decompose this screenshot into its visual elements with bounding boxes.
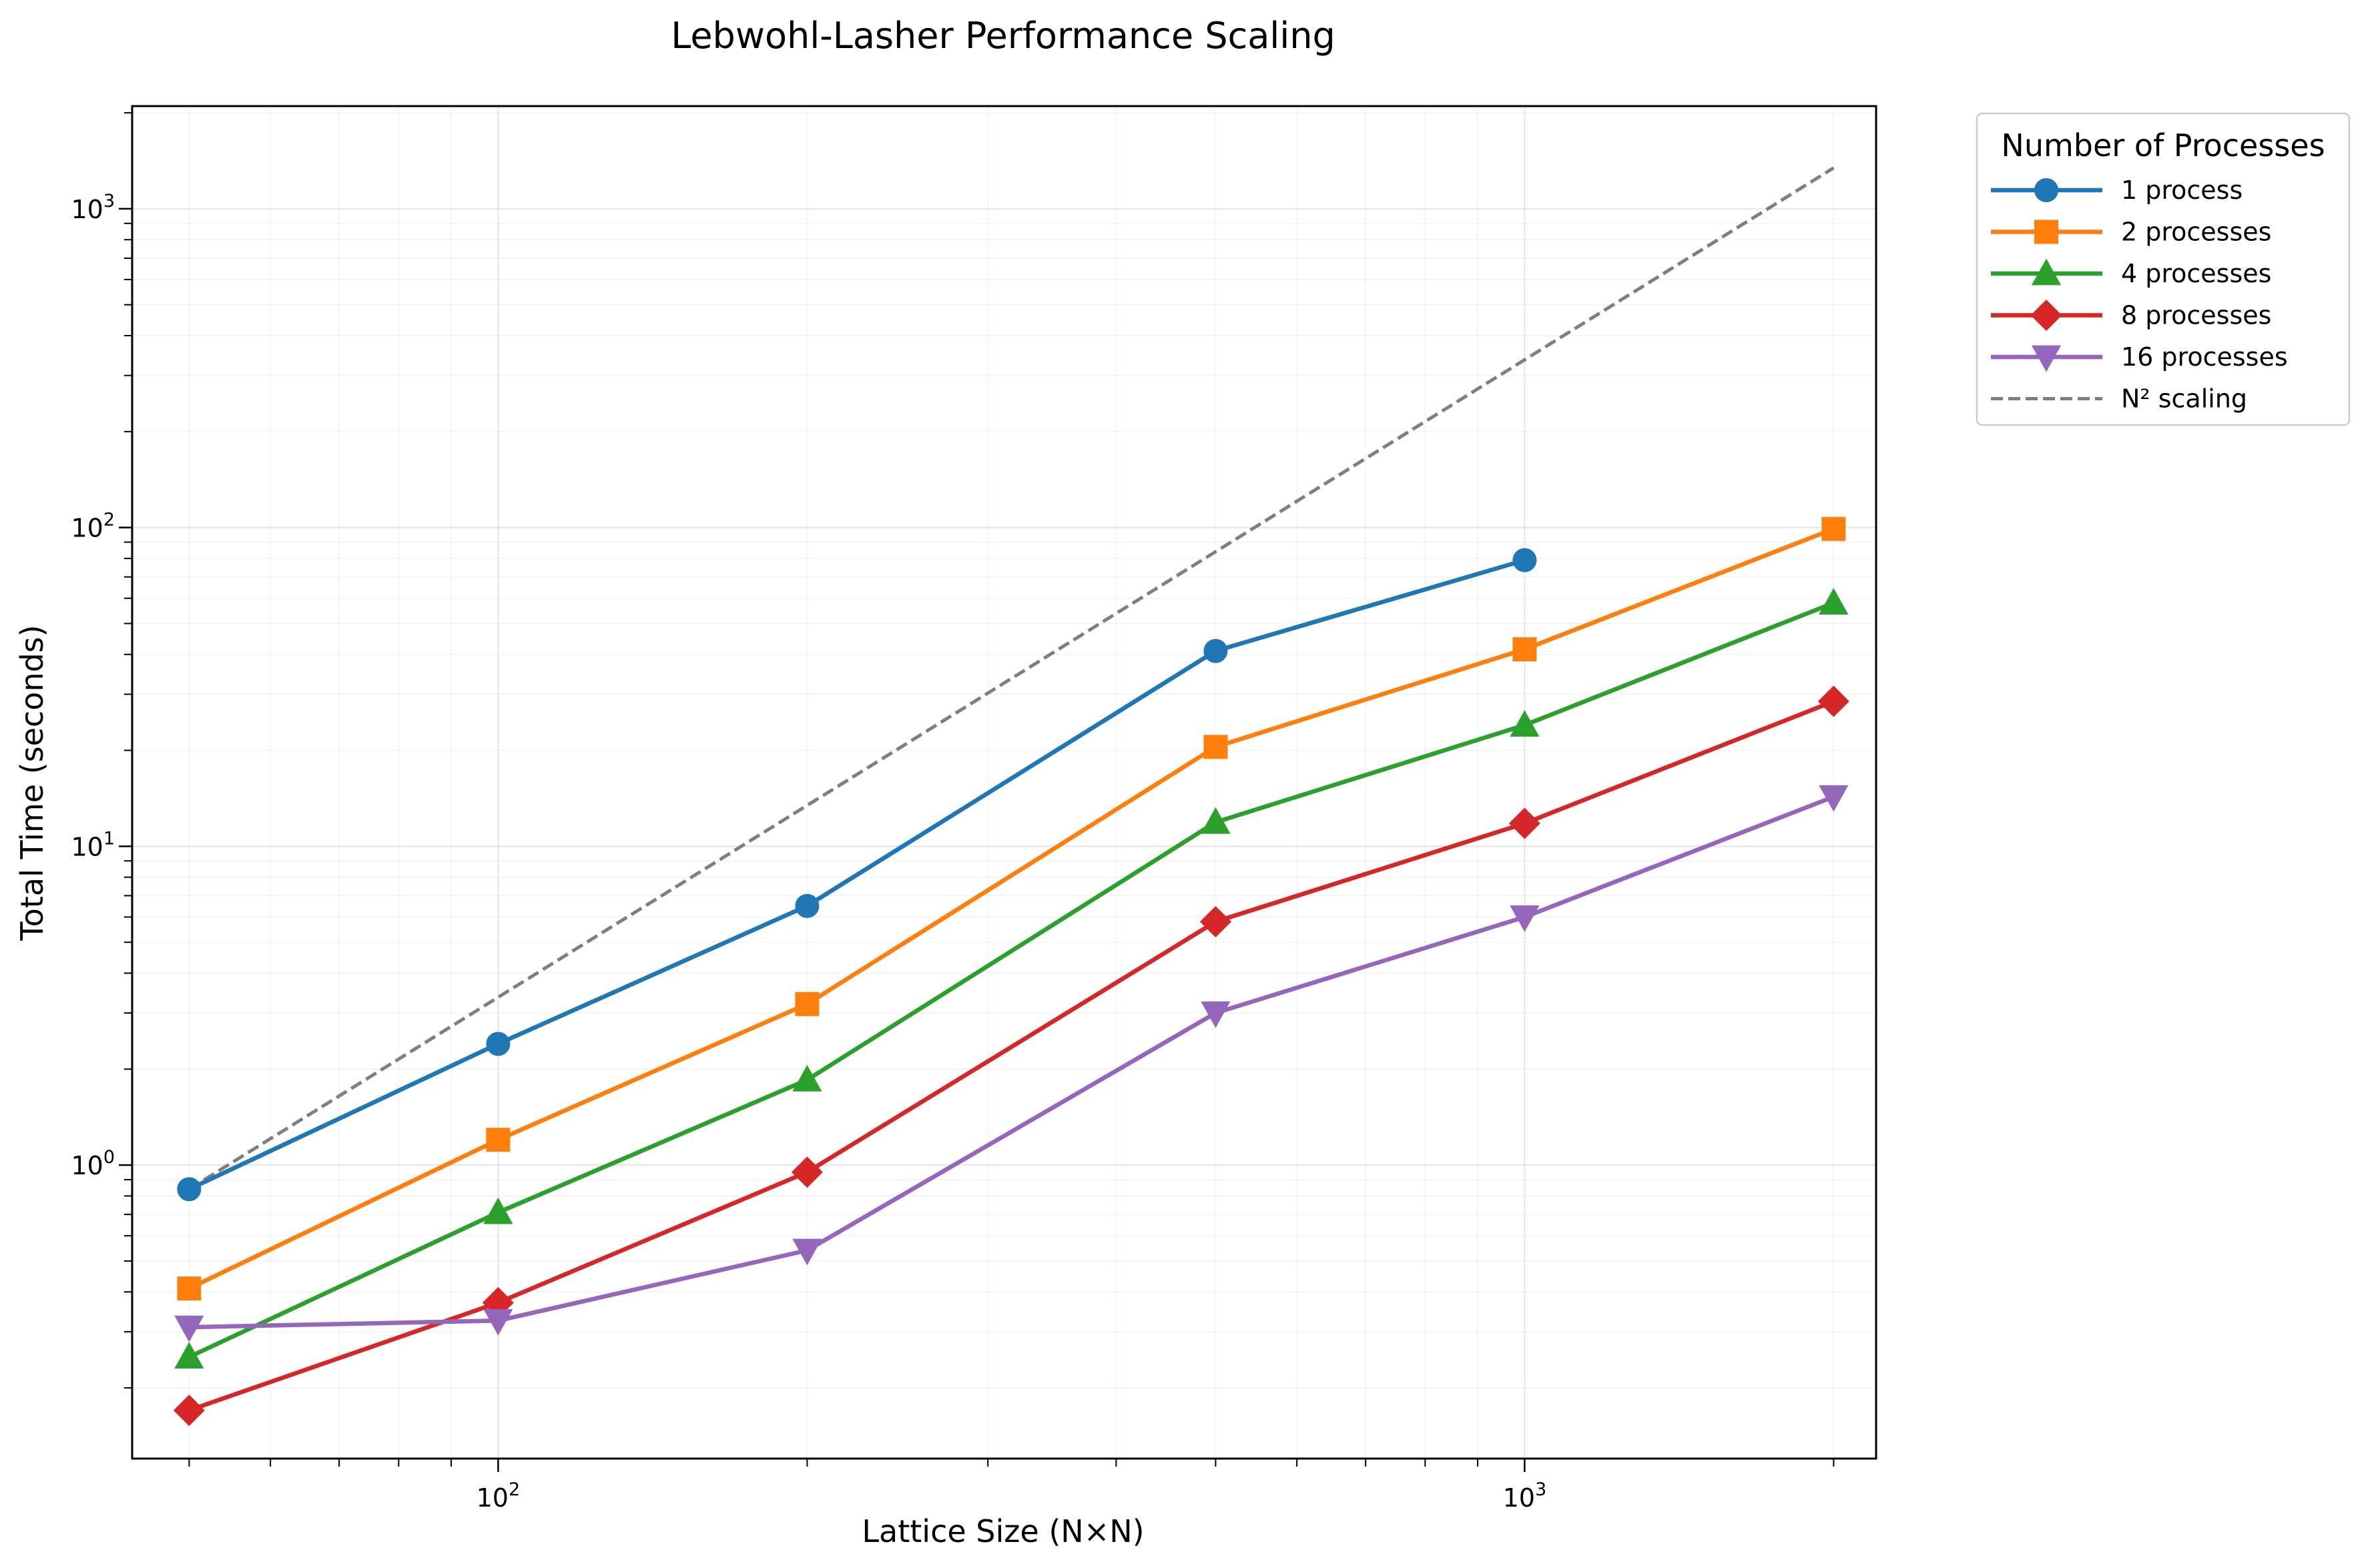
legend-swatch-marker [2034,220,2058,244]
y-tick-exponent: 2 [103,510,115,530]
data-point [1510,710,1540,737]
y-tick-exponent: 0 [103,1147,115,1168]
data-point [174,1342,204,1369]
data-point [1203,735,1228,759]
data-point [1512,548,1537,572]
data-point [1510,905,1540,932]
legend-entry: 16 processes [1991,342,2288,372]
series-16-processes [174,785,1849,1342]
y-tick-label: 101 [71,828,115,861]
legend-entry: 1 process [1991,175,2243,205]
data-point [791,1156,823,1188]
series-line [187,601,1836,1359]
data-point [483,1197,513,1224]
legend: Number of Processes 1 process 2 processes… [1976,112,2351,426]
data-point [1819,785,1849,812]
data-point [174,1315,204,1342]
y-tick-exponent: 3 [103,191,115,212]
legend-swatch-marker [2031,345,2062,372]
y-tick-label: 103 [71,191,115,224]
x-tick-base: 10 [477,1483,509,1513]
y-tick-label: 100 [71,1147,115,1180]
legend-entries: 1 process 2 processes 4 processes 8 process… [1991,175,2288,414]
legend-entry: 2 processes [1991,218,2271,247]
x-tick-label: 103 [1503,1479,1547,1513]
legend-label: 4 processes [2121,259,2271,288]
legend-label: 1 process [2121,175,2243,205]
data-point [1201,807,1231,834]
x-tick-base: 10 [1503,1483,1535,1513]
legend-label: N² scaling [2121,384,2247,414]
data-point [1821,516,1846,541]
x-axis-label: Lattice Size (N×N) [862,1513,1144,1549]
y-axis-label: Total Time (seconds) [14,625,50,941]
data-point [792,1238,822,1266]
plot-area [173,166,1849,1427]
series-line [187,526,1836,1291]
data-point [792,1065,822,1092]
chart-title: Lebwohl-Lasher Performance Scaling [671,15,1336,57]
legend-label: 2 processes [2121,218,2271,247]
data-point [1199,905,1231,937]
y-tick-base: 10 [71,832,103,861]
legend-label: 16 processes [2121,342,2288,372]
x-tick-exponent: 3 [1535,1479,1546,1500]
legend-title: Number of Processes [2001,127,2325,163]
series-1-process [177,548,1537,1202]
legend-entry: 8 processes [1991,299,2271,332]
x-tick-exponent: 2 [509,1479,520,1500]
data-point [486,1032,511,1056]
series-line [187,794,1836,1330]
data-point [177,1276,202,1301]
data-point [483,1308,513,1336]
plot-frame [131,105,1877,1460]
legend-entry: 4 processes [1991,258,2271,288]
data-point [1817,685,1849,717]
legend-entry: N² scaling [1991,384,2247,414]
data-point [177,1177,202,1202]
series-2-processes [177,516,1846,1301]
series-line [188,166,1835,1191]
data-point [173,1395,205,1427]
legend-swatch-marker [2030,299,2062,332]
data-point [1819,588,1849,615]
data-point [1512,637,1537,662]
legend-swatch-marker [2031,258,2062,286]
legend-swatch-marker [2034,178,2058,202]
y-tick-base: 10 [71,514,103,543]
legend-label: 8 processes [2121,301,2271,330]
x-tick-label: 102 [477,1479,521,1513]
series-n-scaling [188,166,1835,1191]
data-point [1203,639,1228,663]
series-4-processes [174,588,1849,1369]
y-tick-base: 10 [71,1151,103,1180]
data-point [486,1128,511,1152]
data-point [795,992,820,1016]
data-point [795,893,820,918]
y-tick-base: 10 [71,195,103,224]
data-point [1508,807,1540,839]
grid [132,106,1876,1459]
data-point [1201,1001,1231,1028]
y-tick-exponent: 1 [103,828,115,849]
y-tick-label: 102 [71,510,115,543]
